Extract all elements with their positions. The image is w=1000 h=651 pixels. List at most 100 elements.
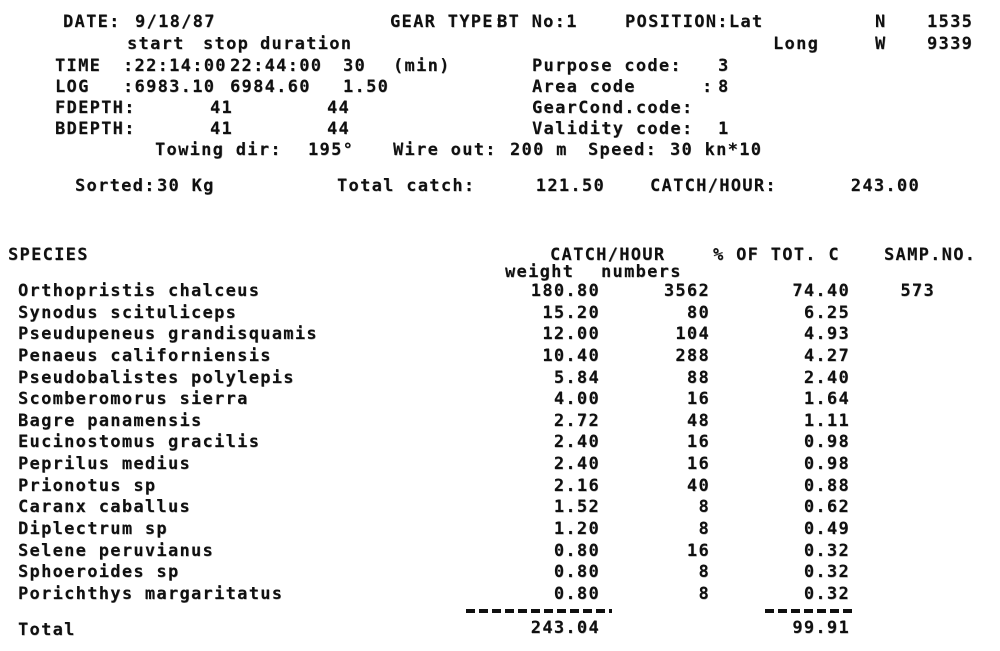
table-row: Scomberomorus sierra 4.00 16 1.64 <box>0 389 1000 411</box>
bdepth-stop: 44 <box>327 119 351 139</box>
table-row: Eucinostomus gracilis 2.40 16 0.98 <box>0 432 1000 454</box>
fdepth-stop: 44 <box>327 98 351 118</box>
table-row: Pseudupeneus grandisquamis 12.00 104 4.9… <box>0 324 1000 346</box>
catch-weight: 1.20 <box>553 518 600 539</box>
pct-of-total: 0.88 <box>803 475 850 496</box>
catch-numbers: 8 <box>698 518 710 539</box>
time-start: :22:14:00 <box>123 56 227 76</box>
catch-numbers: 104 <box>675 324 710 345</box>
catch-hour-label: CATCH/HOUR: <box>650 176 777 196</box>
catch-weight: 2.72 <box>553 410 600 431</box>
table-row: Diplectrum sp 1.20 8 0.49 <box>0 519 1000 541</box>
table-row: Porichthys margaritatus 0.80 8 0.32 <box>0 584 1000 606</box>
lat-value: 1535 <box>927 12 974 32</box>
column-duration-label: duration <box>260 34 353 54</box>
species-column-header: SPECIES <box>8 245 89 265</box>
long-label: Long <box>773 34 820 54</box>
pct-of-total: 2.40 <box>803 367 850 388</box>
column-start-label: start <box>127 34 185 54</box>
speed-label: Speed: <box>588 140 658 160</box>
log-stop: 6984.60 <box>230 77 311 97</box>
catch-numbers: 8 <box>698 583 710 604</box>
catch-numbers: 80 <box>686 302 710 323</box>
species-name: Sphoeroides sp <box>18 562 180 583</box>
catch-numbers: 288 <box>675 345 710 366</box>
catch-numbers: 16 <box>686 454 710 474</box>
bdepth-start: 41 <box>210 119 234 139</box>
catch-weight: 15.20 <box>542 302 600 323</box>
area-code-label: Area code <box>532 77 636 97</box>
towing-dir-value: 195° <box>308 140 355 160</box>
species-name: Scomberomorus sierra <box>18 389 249 410</box>
total-weight-rule <box>466 609 612 613</box>
sorted-label: Sorted: <box>75 176 156 196</box>
table-row: Sphoeroides sp 0.80 8 0.32 <box>0 562 1000 584</box>
species-name: Eucinostomus gracilis <box>18 432 261 453</box>
pct-of-total: 0.98 <box>803 432 850 453</box>
pct-of-total: 4.27 <box>803 345 850 366</box>
catch-hour-value: 243.00 <box>850 176 920 196</box>
time-label: TIME <box>55 56 102 76</box>
log-duration: 1.50 <box>343 77 390 97</box>
total-pct-rule <box>765 609 855 613</box>
time-duration: 30 <box>343 56 367 76</box>
table-row: Penaeus californiensis 10.40 288 4.27 <box>0 346 1000 368</box>
table-row: Selene peruvianus 0.80 16 0.32 <box>0 541 1000 563</box>
catch-numbers: 16 <box>686 432 710 453</box>
species-name: Caranx caballus <box>18 497 192 518</box>
gear-type-value: BT No:1 <box>497 12 578 32</box>
sorted-value: 30 Kg <box>157 176 215 196</box>
wire-out-value: 200 m <box>510 140 568 160</box>
species-name: Peprilus medius <box>18 454 192 474</box>
pct-of-total: 0.32 <box>803 562 850 583</box>
catch-weight: 10.40 <box>542 345 600 366</box>
catch-weight: 12.00 <box>542 324 600 345</box>
validity-code-value: 1 <box>718 119 730 139</box>
catch-weight: 0.80 <box>553 562 600 583</box>
catch-numbers: 16 <box>686 540 710 561</box>
sample-no-column-header: SAMP.NO. <box>884 245 977 265</box>
catch-weight: 2.40 <box>553 432 600 453</box>
table-row: Prionotus sp 2.16 40 0.88 <box>0 476 1000 498</box>
pct-of-total: 4.93 <box>803 324 850 345</box>
lat-hemisphere: N <box>875 12 887 32</box>
catch-numbers: 40 <box>686 475 710 496</box>
species-name: Orthopristis chalceus <box>18 281 261 301</box>
catch-numbers: 16 <box>686 389 710 410</box>
pct-of-total: 0.62 <box>803 497 850 518</box>
weight-subheader: weight <box>505 262 575 282</box>
table-row: Pseudobalistes polylepis 5.84 88 2.40 <box>0 368 1000 390</box>
purpose-code-label: Purpose code: <box>532 56 682 76</box>
catch-weight: 1.52 <box>553 497 600 518</box>
table-row: Caranx caballus 1.52 8 0.62 <box>0 497 1000 519</box>
validity-code-label: Validity code: <box>532 119 694 139</box>
pct-of-total: 0.32 <box>803 583 850 604</box>
wire-out-label: Wire out: <box>393 140 497 160</box>
table-row: Bagre panamensis 2.72 48 1.11 <box>0 411 1000 433</box>
species-name: Penaeus californiensis <box>18 345 272 366</box>
table-row: Peprilus medius 2.40 16 0.98 <box>0 454 1000 476</box>
towing-dir-label: Towing dir: <box>155 140 282 160</box>
pct-of-total: 0.98 <box>803 454 850 474</box>
pct-of-total: 1.64 <box>803 389 850 410</box>
position-lat-label: POSITION:Lat <box>625 12 764 32</box>
pct-of-total: 6.25 <box>803 302 850 323</box>
total-catch-value: 121.50 <box>535 176 605 196</box>
long-value: 9339 <box>927 34 974 54</box>
total-catch-label: Total catch: <box>337 176 476 196</box>
species-name: Pseudupeneus grandisquamis <box>18 324 318 345</box>
pct-of-total: 74.40 <box>792 281 850 301</box>
pct-of-total: 0.49 <box>803 518 850 539</box>
catch-weight: 5.84 <box>553 367 600 388</box>
catch-numbers: 8 <box>698 497 710 518</box>
pct-of-total: 0.32 <box>803 540 850 561</box>
table-row: Synodus scituliceps 15.20 80 6.25 <box>0 303 1000 325</box>
sample-number: 573 <box>900 281 935 301</box>
catch-weight: 0.80 <box>553 583 600 604</box>
species-rows: Orthopristis chalceus 180.80 3562 74.40 … <box>0 281 1000 605</box>
numbers-subheader: numbers <box>601 262 682 282</box>
date-label: DATE: <box>63 12 121 32</box>
catch-weight: 4.00 <box>553 389 600 410</box>
catch-weight: 2.16 <box>553 475 600 496</box>
